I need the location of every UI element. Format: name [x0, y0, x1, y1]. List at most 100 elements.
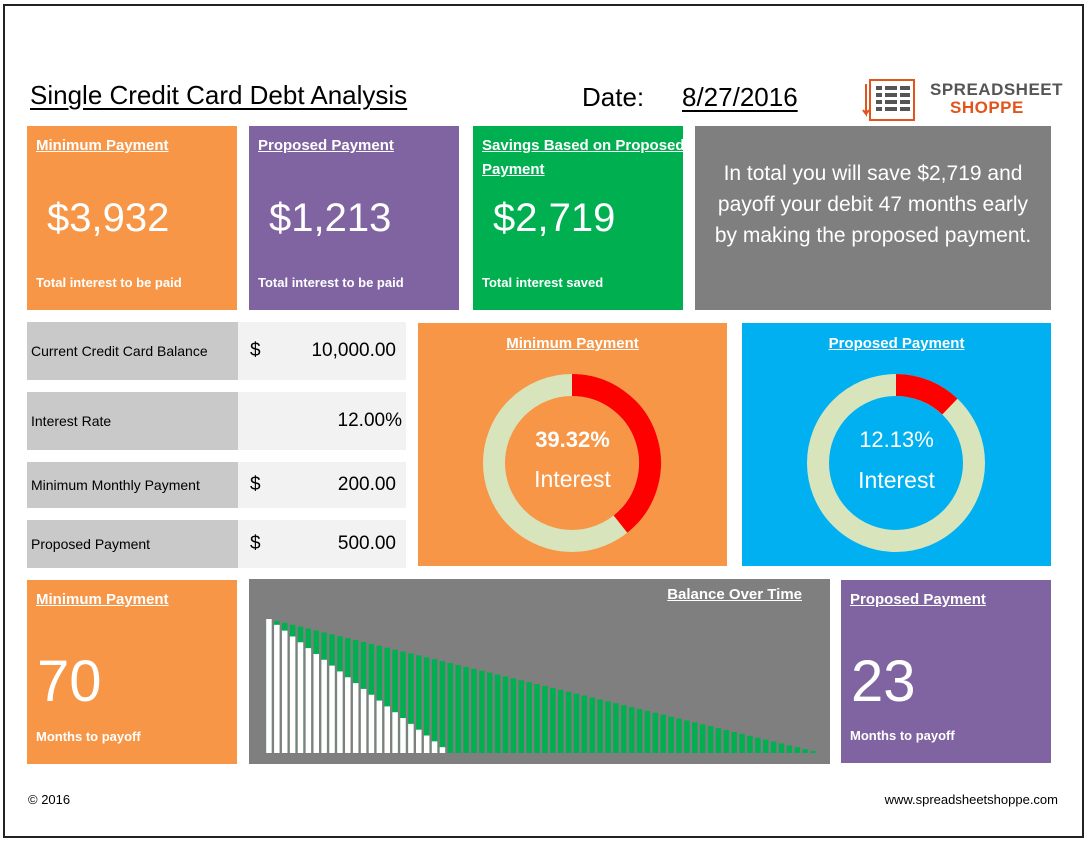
input-label-proposed-payment: Proposed Payment [27, 520, 238, 568]
proposed-payment-balance-bar [423, 735, 430, 753]
min-payment-balance-bar [550, 687, 556, 753]
min-payment-balance-bar [660, 714, 666, 753]
min-payment-balance-bar [723, 730, 730, 753]
card-caption: Total interest saved [482, 275, 604, 290]
min-payment-balance-bar [628, 707, 635, 753]
months-value: 70 [37, 649, 102, 714]
date-label: Date: [582, 82, 645, 112]
min-payment-balance-bar [455, 664, 461, 753]
min-payment-balance-bar [439, 661, 446, 753]
proposed-payment-balance-bar [368, 694, 375, 753]
min-interest-card: Minimum Payment $3,932 Total interest to… [27, 126, 237, 310]
min-payment-balance-bar [486, 672, 493, 753]
proposed-payment-balance-bar [408, 723, 414, 753]
proposed-payment-balance-bar [313, 653, 320, 753]
proposed-payment-value: 500.00 [337, 533, 396, 554]
page-title: Single Credit Card Debt Analysis [30, 80, 408, 110]
card-heading: Proposed Payment [850, 591, 986, 608]
min-payment-balance-bar [384, 647, 390, 753]
currency-symbol: $ [250, 340, 261, 361]
min-payment-balance-bar [408, 653, 414, 753]
input-label-min-payment: Minimum Monthly Payment [27, 462, 238, 508]
min-payment-balance-bar [573, 693, 580, 753]
currency-symbol: $ [250, 474, 261, 495]
interest-rate-field[interactable]: 12.00% [238, 392, 406, 450]
donut-interest-slice [571, 374, 661, 533]
min-payment-balance-bar [510, 678, 517, 753]
min-payment-balance-bar [502, 676, 509, 753]
min-payment-value: 200.00 [337, 474, 396, 495]
months-value: 23 [851, 649, 916, 714]
min-payment-field[interactable]: $ 200.00 [238, 462, 406, 508]
donut-percent: 39.32% [535, 427, 610, 452]
proposed-payment-balance-bar [431, 741, 438, 753]
min-payment-balance-bar [494, 674, 501, 753]
proposed-payment-balance-bar [321, 659, 327, 753]
min-payment-balance-bar [471, 668, 477, 753]
donut-label: Interest [534, 466, 611, 492]
balance-value: 10,000.00 [311, 340, 396, 361]
min-payment-balance-bar [707, 726, 714, 753]
min-payment-balance-bar [400, 651, 406, 753]
card-caption: Total interest to be paid [258, 275, 404, 290]
donut-interest-slice [895, 374, 958, 415]
min-payment-balance-bar [479, 670, 485, 753]
min-payment-balance-bar [739, 733, 745, 753]
min-payment-balance-bar [652, 712, 659, 753]
proposed-payment-balance-bar [337, 671, 343, 753]
proposed-payment-balance-bar [384, 706, 390, 753]
proposed-payment-balance-bar [297, 642, 304, 753]
min-payment-balance-bar [423, 657, 430, 753]
min-payment-balance-bar [676, 718, 682, 753]
proposed-payment-balance-bar [266, 619, 272, 753]
min-donut-card: Minimum Payment 39.32% Interest [418, 323, 727, 566]
proposed-payment-field[interactable]: $ 500.00 [238, 520, 406, 568]
min-months-card: Minimum Payment 70 Months to payoff [27, 580, 237, 764]
proposed-payment-balance-bar [360, 688, 367, 753]
card-caption: Total interest to be paid [36, 275, 182, 290]
proposed-payment-balance-bar [416, 729, 422, 753]
min-payment-balance-bar [463, 666, 469, 753]
min-payment-balance-bar [684, 720, 690, 753]
min-payment-balance-bar [392, 649, 398, 753]
input-label-interest-rate: Interest Rate [27, 392, 238, 450]
page-frame [3, 4, 1084, 838]
min-payment-balance-bar [542, 686, 548, 753]
min-payment-balance-bar [376, 645, 383, 753]
min-payment-balance-bar [770, 741, 777, 753]
interest-rate-value: 12.00% [337, 410, 402, 431]
card-heading: Minimum Payment [36, 591, 169, 608]
footer-copyright: © 2016 [28, 792, 71, 807]
proposed-donut-chart [807, 374, 985, 552]
proposed-payment-balance-bar [305, 648, 312, 753]
donut-heading: Minimum Payment [506, 335, 639, 352]
min-payment-balance-bar [731, 731, 737, 753]
donut-percent: 12.13% [859, 427, 934, 452]
currency-symbol: $ [250, 533, 261, 554]
min-payment-balance-bar [431, 659, 438, 753]
balance-over-time-chart [266, 619, 816, 753]
logo-text-accent: SHOPPE [950, 98, 1024, 117]
footer-website-link[interactable]: www.spreadsheetshoppe.com [884, 792, 1058, 807]
min-payment-balance-bar [778, 743, 785, 753]
summary-card: In total you will save $2,719 and payoff… [695, 126, 1051, 310]
proposed-payment-balance-bar [392, 712, 398, 753]
savings-card: Savings Based on Proposed Payment $2,719… [473, 126, 683, 310]
card-heading: Proposed Payment [258, 137, 394, 154]
min-payment-balance-bar [755, 737, 761, 753]
min-payment-balance-bar [668, 716, 674, 753]
min-payment-balance-bar [636, 708, 643, 753]
proposed-payment-balance-bar [289, 636, 296, 753]
min-payment-balance-bar [557, 689, 564, 753]
proposed-payment-balance-bar [345, 677, 351, 753]
min-payment-balance-bar [810, 751, 816, 753]
min-payment-balance-bar [621, 705, 627, 753]
min-payment-balance-bar [589, 697, 596, 753]
card-caption: Months to payoff [850, 728, 955, 743]
min-payment-balance-bar [565, 691, 572, 753]
balance-field[interactable]: $ 10,000.00 [238, 322, 406, 380]
proposed-interest-card: Proposed Payment $1,213 Total interest t… [249, 126, 459, 310]
min-payment-balance-bar [692, 722, 698, 753]
min-donut-chart [483, 374, 661, 552]
card-heading: Minimum Payment [36, 137, 169, 154]
